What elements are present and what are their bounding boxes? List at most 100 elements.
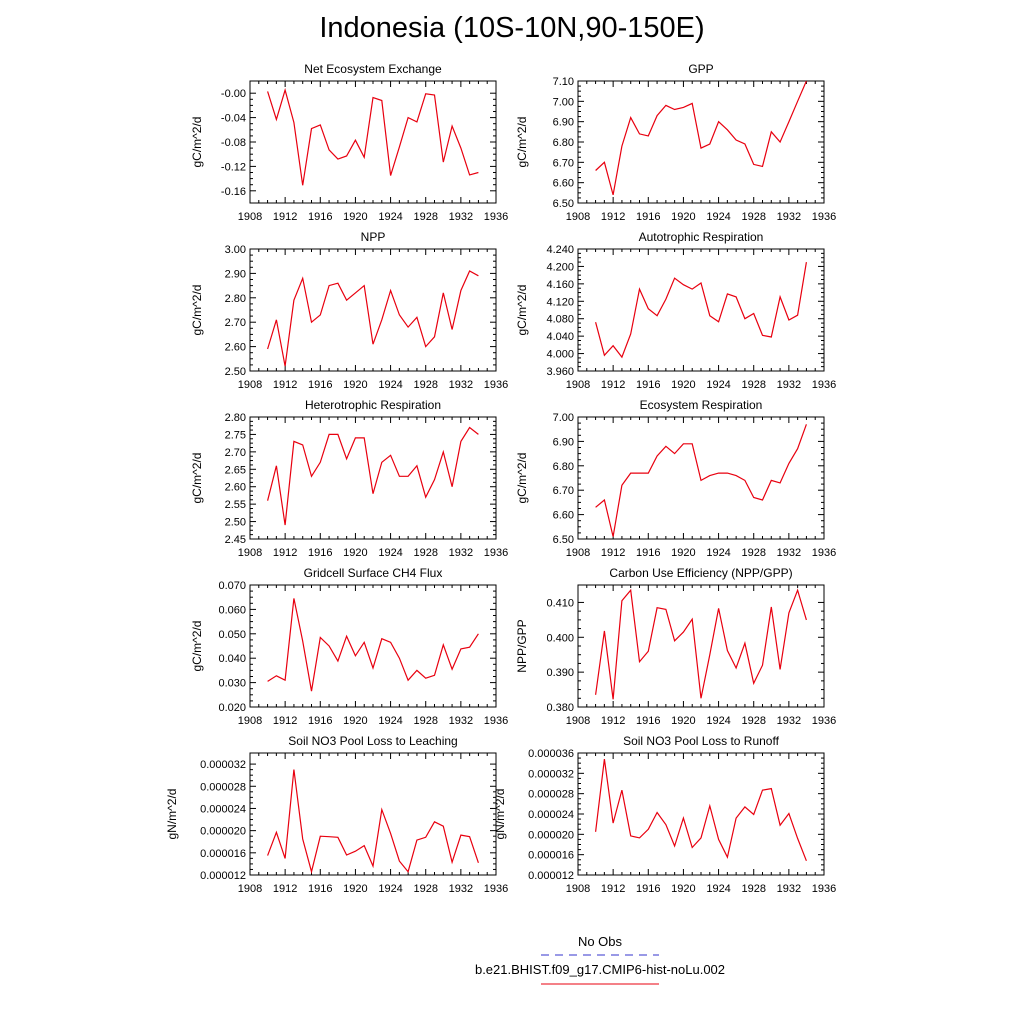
y-tick-label: 0.000024 bbox=[528, 809, 574, 821]
x-tick-label: 1908 bbox=[566, 715, 590, 727]
y-tick-label: 0.000016 bbox=[200, 848, 246, 860]
x-tick-label: 1912 bbox=[601, 883, 625, 895]
y-tick-label: 7.00 bbox=[553, 412, 574, 424]
x-tick-label: 1916 bbox=[636, 715, 660, 727]
x-tick-label: 1916 bbox=[308, 379, 332, 391]
series-line bbox=[595, 759, 807, 862]
panel-title: NPP bbox=[361, 230, 386, 244]
x-tick-label: 1924 bbox=[378, 211, 402, 223]
legend-obs-label: No Obs bbox=[578, 934, 623, 949]
x-tick-label: 1912 bbox=[273, 883, 297, 895]
x-tick-label: 1920 bbox=[671, 379, 695, 391]
x-tick-label: 1928 bbox=[741, 883, 765, 895]
x-tick-label: 1936 bbox=[484, 379, 508, 391]
y-axis-label: gC/m^2/d bbox=[515, 285, 529, 336]
x-tick-label: 1912 bbox=[273, 211, 297, 223]
y-tick-label: 2.45 bbox=[225, 534, 246, 546]
y-tick-label: -0.16 bbox=[221, 186, 246, 198]
y-axis-label: gC/m^2/d bbox=[190, 117, 204, 168]
y-axis-label: gC/m^2/d bbox=[190, 285, 204, 336]
y-tick-label: -0.08 bbox=[221, 137, 246, 149]
y-tick-label: 0.000012 bbox=[528, 870, 574, 882]
x-tick-label: 1936 bbox=[812, 883, 836, 895]
x-tick-label: 1916 bbox=[636, 883, 660, 895]
panel-title: GPP bbox=[688, 62, 713, 76]
x-tick-label: 1928 bbox=[413, 211, 437, 223]
panel-title: Autotrophic Respiration bbox=[639, 230, 764, 244]
y-tick-label: 2.75 bbox=[225, 429, 246, 441]
y-tick-label: 0.000012 bbox=[200, 870, 246, 882]
legend-model-label: b.e21.BHIST.f09_g17.CMIP6-hist-noLu.002 bbox=[475, 962, 725, 977]
series-line bbox=[595, 588, 807, 700]
x-tick-label: 1920 bbox=[343, 547, 367, 559]
chart-panel-2: NPP 1908 1912 1916 1920 1924 1928 1932 1936 2.50 2… bbox=[190, 230, 508, 391]
y-tick-label: 0.000024 bbox=[200, 803, 246, 815]
x-tick-label: 1912 bbox=[273, 379, 297, 391]
y-tick-label: 6.50 bbox=[553, 534, 574, 546]
x-tick-label: 1932 bbox=[777, 883, 801, 895]
y-tick-label: 2.90 bbox=[225, 268, 246, 280]
x-tick-label: 1924 bbox=[706, 211, 730, 223]
panel-title: Gridcell Surface CH4 Flux bbox=[304, 566, 443, 580]
x-tick-label: 1924 bbox=[706, 715, 730, 727]
y-axis-label: gN/m^2/d bbox=[165, 789, 179, 840]
x-tick-label: 1920 bbox=[343, 211, 367, 223]
x-tick-label: 1936 bbox=[812, 211, 836, 223]
plot-frame bbox=[249, 584, 497, 708]
y-tick-label: 0.020 bbox=[218, 702, 246, 714]
y-tick-label: 4.000 bbox=[546, 349, 574, 361]
y-tick-label: 0.050 bbox=[218, 629, 246, 641]
y-tick-label: 0.000032 bbox=[528, 768, 574, 780]
x-tick-label: 1908 bbox=[566, 379, 590, 391]
x-tick-label: 1924 bbox=[706, 883, 730, 895]
chart-panel-9: Soil NO3 Pool Loss to Runoff 1908 1912 1916… bbox=[493, 734, 836, 895]
x-tick-label: 1928 bbox=[741, 211, 765, 223]
x-tick-label: 1912 bbox=[273, 715, 297, 727]
x-tick-label: 1924 bbox=[378, 379, 402, 391]
series-line bbox=[595, 80, 807, 196]
x-tick-label: 1912 bbox=[601, 715, 625, 727]
series-line bbox=[595, 424, 807, 537]
y-tick-label: 0.400 bbox=[546, 632, 574, 644]
panel-title: Ecosystem Respiration bbox=[640, 398, 763, 412]
y-tick-label: 0.060 bbox=[218, 604, 246, 616]
x-tick-label: 1932 bbox=[777, 715, 801, 727]
panel-title: Carbon Use Efficiency (NPP/GPP) bbox=[609, 566, 792, 580]
y-tick-label: 0.070 bbox=[218, 580, 246, 592]
y-tick-label: 3.960 bbox=[546, 366, 574, 378]
y-tick-label: 2.70 bbox=[225, 447, 246, 459]
y-tick-label: 4.200 bbox=[546, 261, 574, 273]
panel-title: Soil NO3 Pool Loss to Leaching bbox=[288, 734, 457, 748]
y-axis-label: gN/m^2/d bbox=[493, 789, 507, 840]
x-tick-label: 1908 bbox=[238, 211, 262, 223]
x-tick-label: 1932 bbox=[449, 211, 473, 223]
x-tick-label: 1936 bbox=[484, 211, 508, 223]
y-tick-label: 6.60 bbox=[553, 510, 574, 522]
x-tick-label: 1920 bbox=[671, 547, 695, 559]
y-tick-label: 0.380 bbox=[546, 702, 574, 714]
y-tick-label: 6.90 bbox=[553, 436, 574, 448]
x-tick-label: 1924 bbox=[378, 715, 402, 727]
x-tick-label: 1908 bbox=[238, 715, 262, 727]
y-axis-label: gC/m^2/d bbox=[190, 621, 204, 672]
chart-panel-1: GPP 1908 1912 1916 1920 1924 1928 1932 1936 6.50 6… bbox=[515, 62, 836, 223]
y-tick-label: 0.000028 bbox=[200, 781, 246, 793]
x-tick-label: 1920 bbox=[671, 211, 695, 223]
y-tick-label: 3.00 bbox=[225, 244, 246, 256]
plot-frame bbox=[577, 584, 825, 708]
chart-panel-3: Autotrophic Respiration 1908 1912 1916 1920 1… bbox=[515, 230, 836, 391]
y-tick-label: 2.65 bbox=[225, 464, 246, 476]
x-tick-label: 1932 bbox=[777, 547, 801, 559]
y-tick-label: 6.80 bbox=[553, 137, 574, 149]
x-tick-label: 1908 bbox=[238, 883, 262, 895]
chart-panel-7: Carbon Use Efficiency (NPP/GPP) 1908 1912 1… bbox=[515, 566, 836, 727]
x-tick-label: 1916 bbox=[636, 379, 660, 391]
y-axis-label: gC/m^2/d bbox=[190, 453, 204, 504]
x-tick-label: 1936 bbox=[812, 379, 836, 391]
panel-title: Heterotrophic Respiration bbox=[305, 398, 441, 412]
y-tick-label: -0.00 bbox=[221, 88, 246, 100]
x-tick-label: 1928 bbox=[741, 547, 765, 559]
x-tick-label: 1916 bbox=[308, 883, 332, 895]
y-tick-label: 0.040 bbox=[218, 653, 246, 665]
